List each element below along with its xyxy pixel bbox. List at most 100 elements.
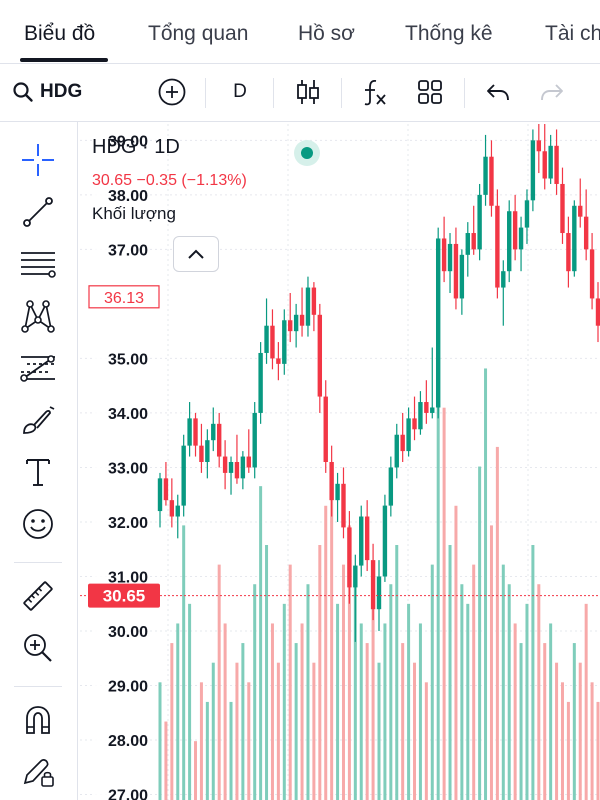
candle-body bbox=[572, 205, 577, 272]
pattern-tool[interactable] bbox=[14, 294, 62, 338]
y-axis-tick-label: 39.00 bbox=[108, 133, 148, 150]
lock-drawings-tool[interactable] bbox=[14, 750, 62, 794]
tick-label-bg bbox=[92, 729, 150, 752]
volume-bar bbox=[454, 505, 458, 800]
volume-bar bbox=[312, 662, 316, 800]
emoji-icon bbox=[23, 509, 53, 539]
symbol-search-button[interactable]: HDG bbox=[12, 64, 142, 120]
volume-bar bbox=[276, 662, 280, 800]
zoom-in-tool[interactable] bbox=[14, 626, 62, 670]
collapse-legend-button[interactable] bbox=[173, 236, 219, 272]
candle-body bbox=[187, 418, 192, 446]
tab-overview[interactable]: Tổng quan bbox=[148, 22, 249, 45]
candle-body bbox=[317, 314, 323, 397]
tab-profile[interactable]: Hồ sơ bbox=[298, 22, 355, 45]
last-price-label: 30.65 bbox=[103, 587, 146, 606]
volume-bar bbox=[501, 564, 505, 800]
candle-body bbox=[163, 478, 169, 501]
volume-bar bbox=[418, 623, 422, 800]
volume-bar bbox=[395, 545, 399, 800]
volume-bar bbox=[442, 407, 446, 800]
volume-bar bbox=[235, 662, 239, 800]
candle-body bbox=[240, 456, 246, 479]
volume-bar bbox=[341, 564, 345, 800]
candle-body bbox=[560, 183, 565, 234]
candle-body bbox=[548, 145, 553, 179]
candle-body bbox=[270, 325, 275, 359]
volume-bar bbox=[525, 603, 529, 800]
ruler-tool[interactable] bbox=[14, 574, 62, 618]
tab-statistics[interactable]: Thống kê bbox=[405, 22, 493, 45]
zoom-in-icon bbox=[24, 634, 52, 662]
volume-bar bbox=[359, 623, 363, 800]
volume-bar bbox=[389, 584, 393, 800]
volume-bar bbox=[572, 643, 576, 800]
compare-button[interactable] bbox=[150, 64, 194, 120]
tick-label-bg bbox=[92, 347, 150, 370]
symbol-label: HDG bbox=[40, 81, 83, 102]
layout-button[interactable] bbox=[408, 64, 452, 120]
crosshair-price-box bbox=[88, 285, 160, 309]
text-tool[interactable] bbox=[14, 450, 62, 494]
tick-label-bg bbox=[92, 456, 150, 479]
indicators-icon bbox=[364, 79, 386, 106]
drawing-toolbar bbox=[0, 122, 78, 800]
candle-body bbox=[578, 205, 583, 217]
volume-bar bbox=[413, 662, 417, 800]
ruler-icon bbox=[23, 581, 53, 611]
tab-financials[interactable]: Tài ch bbox=[545, 22, 600, 45]
undo-button[interactable] bbox=[476, 64, 520, 120]
indicators-button[interactable] bbox=[352, 64, 396, 120]
chart-pane[interactable]: 39.00 38.00 37.00 35.00 34.00 33.00 32.00 31.00… bbox=[80, 124, 600, 800]
candle-body bbox=[169, 500, 175, 517]
candle-body bbox=[258, 352, 263, 413]
fib-tool[interactable] bbox=[14, 346, 62, 390]
text-icon bbox=[26, 459, 50, 486]
candle-body bbox=[465, 233, 470, 255]
candle-body bbox=[323, 396, 328, 462]
candle-body bbox=[382, 505, 388, 577]
candle-body bbox=[222, 456, 228, 473]
volume-bar bbox=[531, 545, 535, 800]
candle-body bbox=[459, 254, 465, 299]
candle-body bbox=[388, 467, 394, 506]
volume-bar bbox=[288, 564, 292, 800]
candle-body bbox=[430, 407, 435, 413]
volume-bar bbox=[270, 623, 274, 800]
brush-tool[interactable] bbox=[14, 398, 62, 442]
y-axis-tick-label: 32.00 bbox=[108, 515, 148, 532]
legend-title: HDG · 1D bbox=[92, 136, 180, 158]
chart-type-button[interactable] bbox=[286, 64, 330, 120]
candle-body bbox=[305, 287, 311, 326]
tick-label-bg bbox=[92, 183, 150, 206]
magnet-tool[interactable] bbox=[14, 698, 62, 742]
volume-bar bbox=[330, 486, 334, 800]
volume-bar bbox=[253, 584, 257, 800]
candle-body bbox=[157, 478, 163, 512]
trend-line-icon bbox=[23, 197, 53, 227]
candle-body bbox=[554, 145, 559, 184]
crosshair-price-label: 36.13 bbox=[104, 290, 144, 307]
volume-bar bbox=[596, 701, 600, 800]
trend-line-tool[interactable] bbox=[14, 190, 62, 234]
crosshair-tool[interactable] bbox=[14, 138, 62, 182]
brush-icon bbox=[23, 406, 55, 434]
candle-body bbox=[495, 205, 500, 288]
volume-bar bbox=[472, 564, 476, 800]
interval-button[interactable]: D bbox=[218, 64, 262, 120]
candle-body bbox=[175, 505, 180, 517]
tab-chart[interactable]: Biểu đồ bbox=[24, 22, 96, 45]
candle-body bbox=[406, 418, 411, 452]
redo-button[interactable] bbox=[530, 64, 574, 120]
emoji-tool[interactable] bbox=[14, 502, 62, 546]
volume-bar bbox=[194, 741, 198, 800]
market-status-icon[interactable] bbox=[294, 140, 320, 166]
price-chart[interactable]: 39.00 38.00 37.00 35.00 34.00 33.00 32.00 31.00… bbox=[80, 124, 600, 800]
volume-bar bbox=[158, 682, 162, 800]
volume-bar bbox=[513, 623, 517, 800]
horizontal-lines-tool[interactable] bbox=[14, 242, 62, 286]
chevron-up-icon bbox=[188, 249, 204, 259]
candle-body bbox=[566, 233, 571, 272]
candle-body bbox=[293, 314, 299, 332]
volume-bar bbox=[241, 643, 245, 800]
